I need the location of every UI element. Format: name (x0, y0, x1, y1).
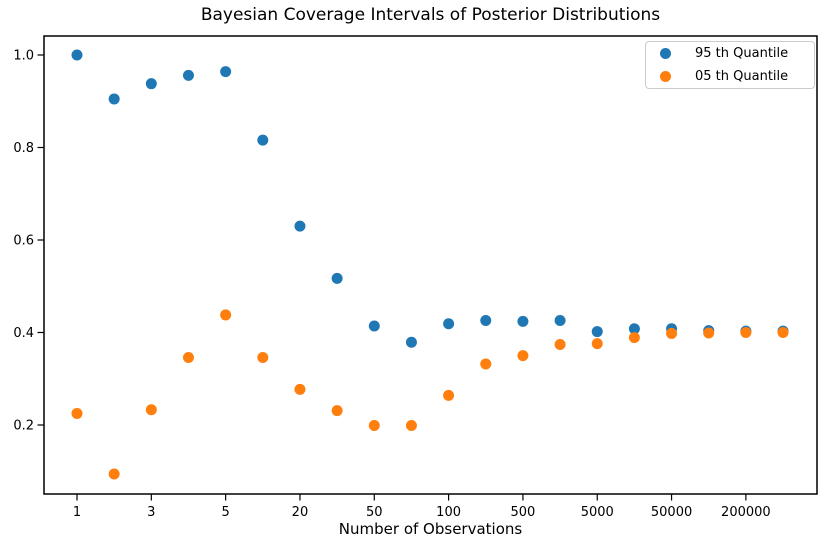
legend-item-95th-quantile: 95 th Quantile (646, 44, 814, 64)
scatter-point-95th-quantile (182, 69, 194, 81)
scatter-point-05th-quantile (777, 327, 789, 338)
x-tick-label: 3 (147, 505, 155, 520)
x-tick-label: 50 (366, 505, 383, 520)
x-tick-label: 1 (73, 505, 81, 520)
y-tick-label: 0.2 (13, 419, 34, 434)
scatter-point-05th-quantile (182, 351, 194, 363)
scatter-point-05th-quantile (480, 358, 492, 370)
scatter-point-95th-quantile (591, 326, 603, 338)
legend-marker-05th-icon (660, 71, 671, 82)
scatter-point-95th-quantile (220, 66, 232, 78)
scatter-point-05th-quantile (405, 419, 417, 431)
scatter-point-05th-quantile (294, 383, 306, 395)
scatter-point-95th-quantile (331, 272, 343, 284)
x-tick-label: 50000 (651, 505, 692, 520)
scatter-point-05th-quantile (554, 339, 566, 351)
scatter-point-05th-quantile (703, 327, 715, 339)
legend-item-05th-quantile: 05 th Quantile (646, 67, 814, 87)
scatter-point-05th-quantile (666, 327, 678, 339)
legend-marker-95th-icon (660, 48, 671, 59)
scatter-point-95th-quantile (628, 323, 640, 335)
scatter-point-05th-quantile (145, 404, 157, 416)
scatter-point-05th-quantile (368, 419, 380, 431)
scatter-point-95th-quantile (405, 336, 417, 348)
y-tick-label: 0.4 (13, 326, 34, 341)
scatter-point-95th-quantile (480, 314, 492, 326)
scatter-point-05th-quantile (628, 332, 640, 344)
x-tick-label: 200000 (721, 505, 771, 520)
y-tick-label: 0.6 (13, 234, 34, 249)
scatter-point-05th-quantile (443, 389, 455, 401)
scatter-point-95th-quantile (71, 49, 83, 61)
scatter-point-05th-quantile (257, 351, 269, 363)
scatter-point-95th-quantile (368, 320, 380, 332)
scatter-point-05th-quantile (517, 350, 529, 362)
scatter-point-95th-quantile (257, 134, 269, 146)
x-axis-label: Number of Observations (338, 520, 523, 538)
legend-box: 95 th Quantile 05 th Quantile (645, 41, 815, 89)
chart-title: Bayesian Coverage Intervals of Posterior… (200, 5, 661, 25)
x-tick-label: 100 (436, 505, 461, 520)
scatter-point-05th-quantile (71, 407, 83, 419)
scatter-point-05th-quantile (740, 327, 752, 338)
x-tick-label: 500 (511, 505, 536, 520)
x-tick-label: 5000 (581, 505, 614, 520)
y-tick-label: 0.8 (13, 141, 34, 156)
x-tick-label: 5 (221, 505, 229, 520)
scatter-point-95th-quantile (554, 314, 566, 326)
scatter-point-05th-quantile (591, 338, 603, 350)
scatter-point-05th-quantile (108, 468, 120, 480)
plot-border (43, 35, 818, 495)
scatter-point-95th-quantile (517, 315, 529, 327)
scatter-point-95th-quantile (108, 93, 120, 105)
scatter-point-95th-quantile (443, 318, 455, 330)
scatter-point-95th-quantile (145, 78, 157, 90)
legend-label-95th-quantile: 95 th Quantile (695, 46, 789, 61)
x-tick-label: 20 (292, 505, 309, 520)
scatter-point-95th-quantile (294, 220, 306, 232)
y-tick-label: 1.0 (13, 49, 34, 64)
legend-label-05th-quantile: 05 th Quantile (695, 69, 789, 84)
scatter-point-05th-quantile (220, 309, 232, 321)
scatter-point-05th-quantile (331, 405, 343, 417)
